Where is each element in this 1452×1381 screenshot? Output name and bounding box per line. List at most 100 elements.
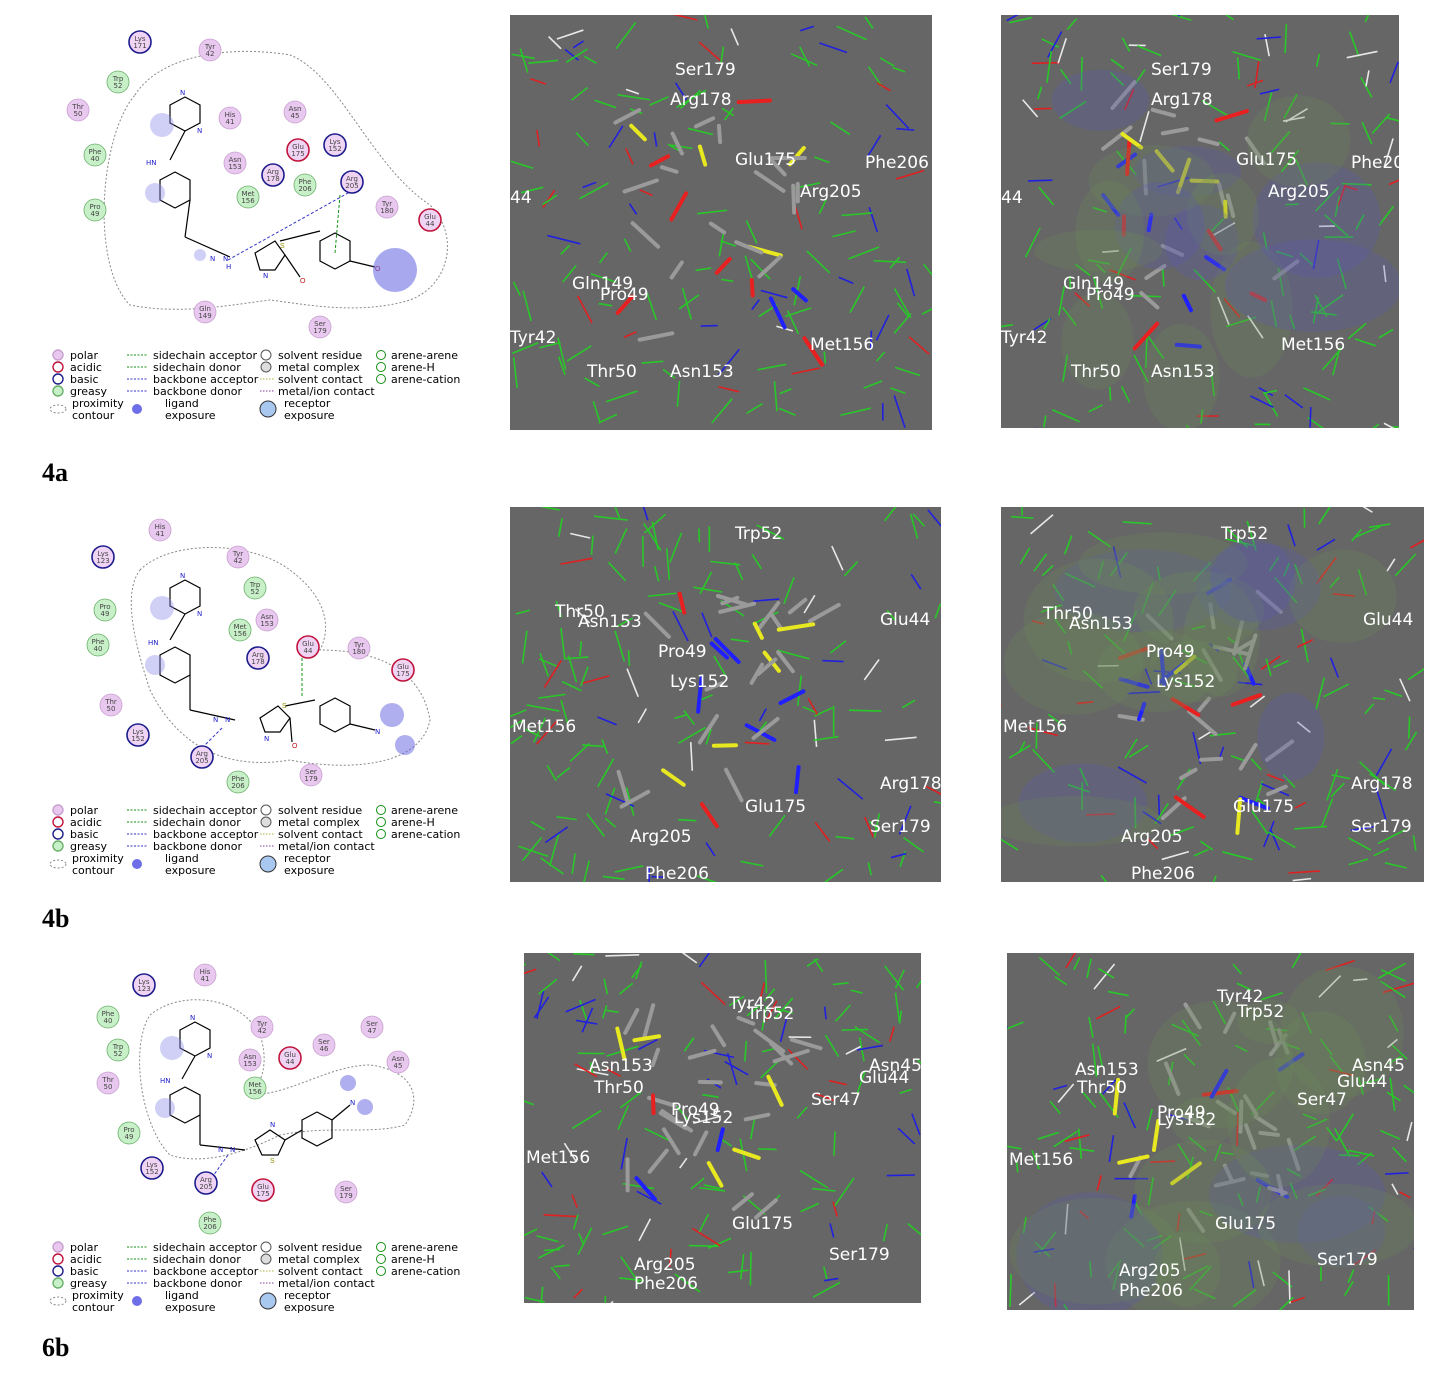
residue-label: Arg — [267, 168, 279, 176]
residue-number: 44 — [426, 220, 435, 228]
legend-label: contour — [72, 864, 115, 877]
legend-label: ligand — [165, 1289, 199, 1302]
residue-label-3d: Glu44 — [1363, 610, 1413, 630]
residue-number: 123 — [137, 985, 150, 993]
residue-label-3d: Phe206 — [645, 864, 709, 882]
residue-disc: Ser179 — [308, 315, 332, 339]
legend-label: metal/ion contact — [278, 385, 375, 398]
legend-label: backbone donor — [153, 385, 243, 398]
legend-swatch — [260, 1253, 272, 1265]
residue-disc: Asn153 — [255, 608, 279, 632]
legend-label: receptor — [284, 397, 331, 410]
svg-text:N: N — [263, 272, 268, 280]
residue-label: Phe — [102, 1010, 115, 1018]
residue-number: 149 — [198, 312, 211, 320]
legend-label: greasy — [70, 1277, 108, 1290]
legend-label: ligand — [165, 397, 199, 410]
residue-number: 153 — [228, 163, 241, 171]
residue-number: 175 — [396, 670, 409, 678]
residue-label-3d: Tyr42 — [728, 994, 775, 1014]
residue-label: Tyr — [232, 550, 243, 558]
legend-label: sidechain acceptor — [153, 1241, 257, 1254]
residue-label-3d: Thr50 — [1070, 362, 1121, 382]
legend-label: arene-cation — [391, 373, 460, 386]
residue-disc: Glu175 — [251, 1178, 275, 1202]
residue-disc: Phe206 — [198, 1211, 222, 1235]
legend-swatch — [132, 1296, 142, 1306]
residue-number: 178 — [266, 175, 279, 183]
legend-label: sidechain donor — [153, 1253, 241, 1266]
residue-label: Pro — [99, 603, 110, 611]
residue-label: Tyr — [256, 1020, 267, 1028]
svg-text:N: N — [213, 716, 218, 724]
residue-disc: Asn153 — [238, 1048, 262, 1072]
residue-label-3d: Tyr42 — [1216, 987, 1263, 1007]
residue-number: 44 — [304, 647, 313, 655]
legend-label: arene-arene — [391, 804, 458, 817]
legend-label: metal/ion contact — [278, 840, 375, 853]
svg-text:N: N — [230, 1146, 235, 1154]
residue-label-3d: Thr50 — [593, 1078, 644, 1098]
residue-disc: Trp52 — [243, 576, 267, 600]
residue-label-3d: Asn153 — [1069, 614, 1133, 634]
residue-label-3d: Asn153 — [670, 362, 734, 382]
legend-swatch — [132, 859, 142, 869]
residue-label-3d: Glu175 — [1215, 1214, 1276, 1234]
residue-disc: Trp52 — [106, 1038, 130, 1062]
residue-disc: Thr50 — [99, 693, 123, 717]
ligand-interaction-map-4a: NN HNN NH N O O S Lys171Tyr42Trp52Thr50P… — [49, 30, 460, 422]
legend-label: acidic — [70, 361, 102, 374]
residue-disc: Thr50 — [66, 98, 90, 122]
svg-text:N: N — [264, 735, 269, 743]
legend-label: polar — [70, 349, 99, 362]
residue-label-3d: Arg205 — [630, 827, 692, 847]
ligand-structure — [159, 96, 376, 278]
legend-label: greasy — [70, 385, 108, 398]
proximity-contour — [103, 50, 448, 310]
molecular-surface-mesh — [1009, 966, 1414, 1310]
residue-number: 178 — [251, 658, 264, 666]
residue-label-3d: Met156 — [1003, 717, 1067, 737]
legend-label: sidechain acceptor — [153, 804, 257, 817]
residue-disc: Phe206 — [226, 770, 250, 794]
legend-label: exposure — [165, 864, 216, 877]
svg-text:H: H — [226, 263, 231, 271]
residue-disc: Arg178 — [246, 646, 270, 670]
residue-disc: Asn153 — [223, 151, 247, 175]
residue-label-3d: Arg205 — [1121, 827, 1183, 847]
svg-text:N: N — [225, 716, 230, 724]
residue-disc: Glu44 — [278, 1046, 302, 1070]
residue-number: 52 — [251, 588, 260, 596]
residue-label: Arg — [200, 1176, 212, 1184]
legend-label: backbone acceptor — [153, 1265, 259, 1278]
residue-number: 50 — [104, 1083, 113, 1091]
residue-number: 50 — [107, 705, 116, 713]
svg-text:HN: HN — [146, 159, 157, 167]
residue-disc: Lys152 — [323, 133, 347, 157]
legend-label: polar — [70, 1241, 99, 1254]
residue-disc: Pro49 — [83, 198, 107, 222]
legend-label: contour — [72, 1301, 115, 1314]
residue-number: 42 — [234, 557, 243, 565]
legend-label: metal complex — [278, 816, 360, 829]
residue-label: Glu — [302, 640, 314, 648]
residue-number: 180 — [352, 648, 365, 656]
legend-label: exposure — [165, 409, 216, 422]
residue-disc: Arg205 — [340, 170, 364, 194]
legend-label: acidic — [70, 816, 102, 829]
svg-text:N: N — [350, 1099, 355, 1107]
svg-text:N: N — [180, 89, 185, 97]
legend-swatch — [376, 350, 386, 360]
protein-sticks — [510, 15, 932, 428]
legend-swatch — [52, 1241, 64, 1253]
ligand-sticks — [1117, 577, 1295, 835]
legend-label: metal complex — [278, 1253, 360, 1266]
residue-label-3d: Met156 — [1009, 1150, 1073, 1170]
residue-label: Lys — [138, 978, 149, 986]
residue-label-3d: Trp52 — [1236, 1002, 1284, 1022]
residue-disc: Met156 — [243, 1076, 267, 1100]
